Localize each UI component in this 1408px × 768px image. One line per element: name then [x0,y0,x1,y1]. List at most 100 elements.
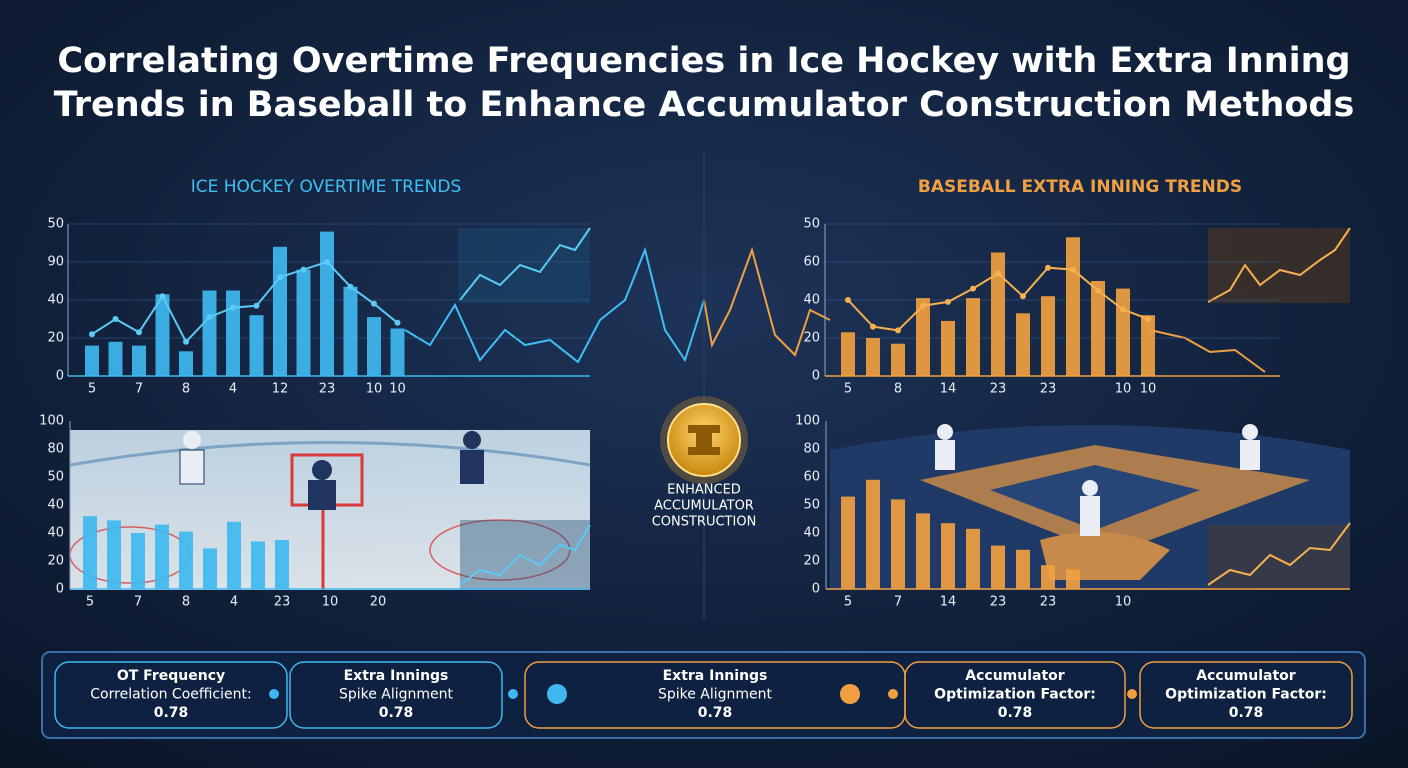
x-tick-label: 23 [990,382,1007,397]
line-point [1095,287,1101,294]
line-point [1045,264,1051,271]
line-point [253,302,260,309]
bar [991,545,1005,589]
x-tick-label: 10 [1115,595,1132,610]
line [91,260,399,344]
bar [179,531,193,589]
bar [85,345,99,376]
card-text: Accumulator [1196,668,1296,684]
x-tick-label: 10 [389,382,406,397]
x-tick-label: 10 [1115,382,1132,397]
bar [941,523,955,589]
bar [273,246,287,376]
y-tick-label: 0 [812,369,820,384]
card-text: OT Frequency [117,668,225,684]
x-tick-label: 12 [272,382,289,397]
bar [1041,565,1055,589]
diamond-scene [830,424,1350,590]
line-point [870,323,876,330]
x-tick-label: 8 [182,382,190,397]
y-tick-label: 0 [56,369,64,384]
x-tick-label: 10 [366,382,383,397]
x-tick-label: 4 [230,595,238,610]
line-point [159,293,166,300]
line-point [394,319,401,326]
badge-text: ENHANCED [667,483,741,498]
bar [131,533,145,589]
line-point [371,300,377,307]
x-tick-label: 5 [86,595,94,610]
y-tick-label: 50 [47,217,64,232]
bar [866,479,880,589]
card-frame [41,651,1366,739]
y-tick-label: 90 [47,255,64,270]
bar [108,341,123,376]
line-point [206,314,213,321]
line-point [995,270,1001,277]
bar [966,298,980,376]
bar [249,315,264,376]
x-tick-label: 14 [940,595,957,610]
y-tick-label: 40 [47,526,64,541]
inset-charts [458,227,1351,590]
badge-text: ACCUMULATOR [654,499,754,514]
bar [390,328,405,376]
card-text: 0.78 [154,705,189,721]
bar [916,298,930,376]
x-tick-label: 7 [135,382,143,397]
line-point [277,274,283,281]
x-tick-label: 10 [1140,382,1157,397]
bar [1116,288,1130,376]
y-tick-label: 50 [803,217,820,232]
bar [320,231,334,376]
x-tick-label: 5 [88,382,96,397]
y-tick-label: 0 [812,582,820,597]
x-tick-label: 10 [322,595,339,610]
line-point [1145,316,1151,322]
card-text: Correlation Coefficient: [90,687,251,703]
line-point [136,329,142,336]
card-text: Accumulator [965,668,1065,684]
bar [83,516,97,589]
bar [107,520,121,589]
line-point [324,259,330,265]
card-text: 0.78 [998,705,1033,721]
line-point [1020,293,1026,300]
x-tick-label: 14 [940,382,957,397]
y-tick-label: 40 [803,526,820,541]
bar [202,290,217,376]
title-line: Trends in Baseball to Enhance Accumulato… [54,85,1355,125]
card-text: Optimization Factor: [1165,687,1327,703]
y-tick-label: 100 [795,414,820,429]
bar [1066,569,1080,589]
bar [991,252,1005,376]
card-text: Extra Innings [663,668,768,684]
bar [841,496,855,589]
x-tick-label: 4 [229,382,237,397]
title-line: Correlating Overtime Frequencies in Ice … [57,41,1350,81]
line-point [970,285,976,292]
bar [841,332,855,376]
x-tick-label: 5 [844,595,852,610]
line-point [347,283,354,290]
x-tick-label: 7 [134,595,142,610]
bar [1016,549,1030,589]
card-text: 0.78 [698,705,733,721]
y-tick-label: 50 [47,470,64,485]
x-tick-label: 7 [894,595,902,610]
bar [941,320,955,376]
line-point [183,338,189,345]
y-tick-label: 40 [803,293,820,308]
bar [966,528,980,589]
line-point [300,266,307,273]
bar [227,521,241,589]
badge-text: CONSTRUCTION [652,515,757,530]
bar [226,290,240,376]
y-tick-label: 20 [47,554,64,569]
y-tick-label: 20 [803,331,820,346]
card-text: Spike Alignment [339,687,454,703]
bar [296,269,311,376]
y-tick-label: 40 [47,293,64,308]
line-point [112,316,119,322]
